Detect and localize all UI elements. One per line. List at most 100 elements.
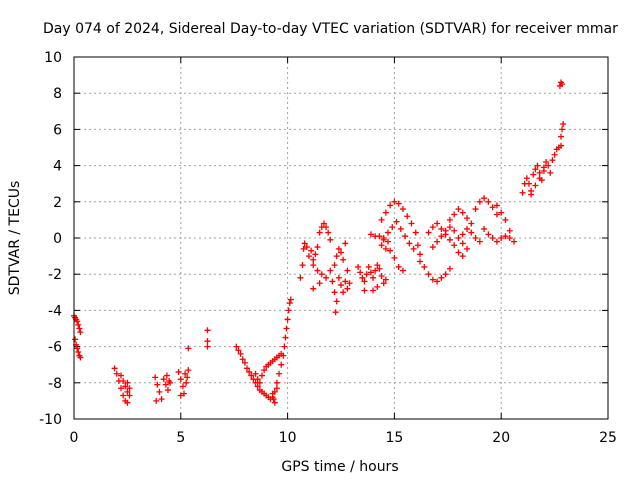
data-point — [77, 329, 84, 336]
data-point — [446, 265, 453, 272]
data-point — [338, 282, 344, 289]
data-point — [540, 168, 547, 175]
data-point — [438, 274, 445, 281]
y-axis-label: SDTVAR / TECUs — [7, 181, 23, 296]
data-point — [162, 381, 169, 388]
data-point — [395, 200, 402, 207]
data-point — [485, 198, 492, 205]
data-point — [120, 392, 127, 399]
data-point — [404, 213, 411, 220]
data-point — [493, 202, 500, 209]
data-point — [534, 162, 541, 169]
data-point — [551, 151, 558, 158]
data-point — [387, 202, 394, 209]
data-point — [338, 249, 344, 256]
y-tick-label: 10 — [44, 50, 62, 66]
data-point — [273, 385, 280, 392]
y-tick-label: -4 — [48, 303, 62, 319]
data-point — [77, 354, 84, 361]
data-point — [391, 198, 398, 205]
data-point — [254, 376, 261, 383]
y-tick-label: 4 — [53, 159, 62, 175]
data-point — [281, 343, 288, 350]
data-point — [382, 276, 389, 283]
x-tick-label: 10 — [279, 430, 297, 446]
data-point — [468, 229, 475, 236]
data-point — [166, 377, 173, 384]
data-point — [363, 271, 370, 278]
data-point — [429, 244, 436, 251]
data-point — [382, 245, 389, 252]
data-point — [429, 276, 436, 283]
data-point — [185, 345, 192, 352]
y-tick-label: -10 — [39, 412, 62, 428]
y-tick-label: -2 — [48, 267, 62, 283]
data-point — [355, 263, 362, 270]
data-point — [525, 180, 532, 187]
data-point — [532, 182, 539, 189]
x-axis-label: GPS time / hours — [281, 459, 398, 475]
y-tick-label: -8 — [48, 376, 62, 392]
data-point — [558, 142, 565, 149]
data-point — [532, 166, 539, 173]
x-tick-label: 20 — [492, 430, 510, 446]
y-tick-label: 0 — [53, 231, 62, 247]
data-point — [76, 325, 83, 332]
data-point — [417, 258, 424, 265]
data-point — [258, 372, 265, 379]
data-point — [374, 262, 381, 269]
data-point — [124, 399, 131, 406]
data-point — [395, 263, 402, 270]
data-point — [442, 231, 449, 238]
y-tick-label: -6 — [48, 340, 62, 356]
data-point — [489, 235, 496, 241]
data-point — [175, 368, 182, 375]
data-point — [342, 278, 349, 285]
x-tick-label: 5 — [176, 430, 185, 446]
data-point — [378, 273, 385, 280]
data-point — [530, 171, 537, 178]
data-point — [314, 244, 321, 251]
data-point — [446, 216, 453, 223]
data-point — [549, 157, 556, 164]
data-point — [402, 233, 409, 240]
data-point — [374, 283, 381, 290]
data-point — [305, 253, 312, 260]
data-point — [459, 209, 466, 216]
data-point — [378, 216, 385, 223]
data-point — [237, 350, 244, 357]
data-point — [359, 274, 366, 281]
data-point — [547, 169, 554, 176]
data-point — [370, 287, 377, 294]
data-point — [163, 372, 170, 379]
data-point — [297, 274, 304, 281]
data-point — [442, 271, 449, 278]
data-point — [451, 242, 458, 249]
data-point — [75, 321, 82, 328]
y-tick-label: 8 — [53, 86, 62, 102]
x-tick-label: 0 — [70, 430, 79, 446]
data-point — [485, 231, 492, 238]
data-point — [421, 263, 428, 270]
data-point — [72, 336, 79, 343]
data-point — [271, 399, 278, 406]
data-point — [476, 198, 483, 205]
data-point — [280, 352, 287, 359]
data-point — [329, 278, 336, 285]
data-point — [464, 215, 471, 222]
data-point — [120, 377, 127, 384]
data-point — [204, 343, 211, 350]
data-point — [335, 245, 342, 252]
data-point — [434, 278, 441, 285]
data-point — [300, 245, 307, 252]
data-point — [380, 280, 387, 287]
data-point — [153, 397, 160, 404]
data-point — [332, 309, 339, 316]
data-point — [283, 325, 290, 332]
data-point — [284, 316, 291, 323]
data-point — [177, 392, 184, 399]
data-point — [464, 225, 471, 232]
data-point — [459, 240, 466, 247]
data-point — [397, 225, 404, 232]
